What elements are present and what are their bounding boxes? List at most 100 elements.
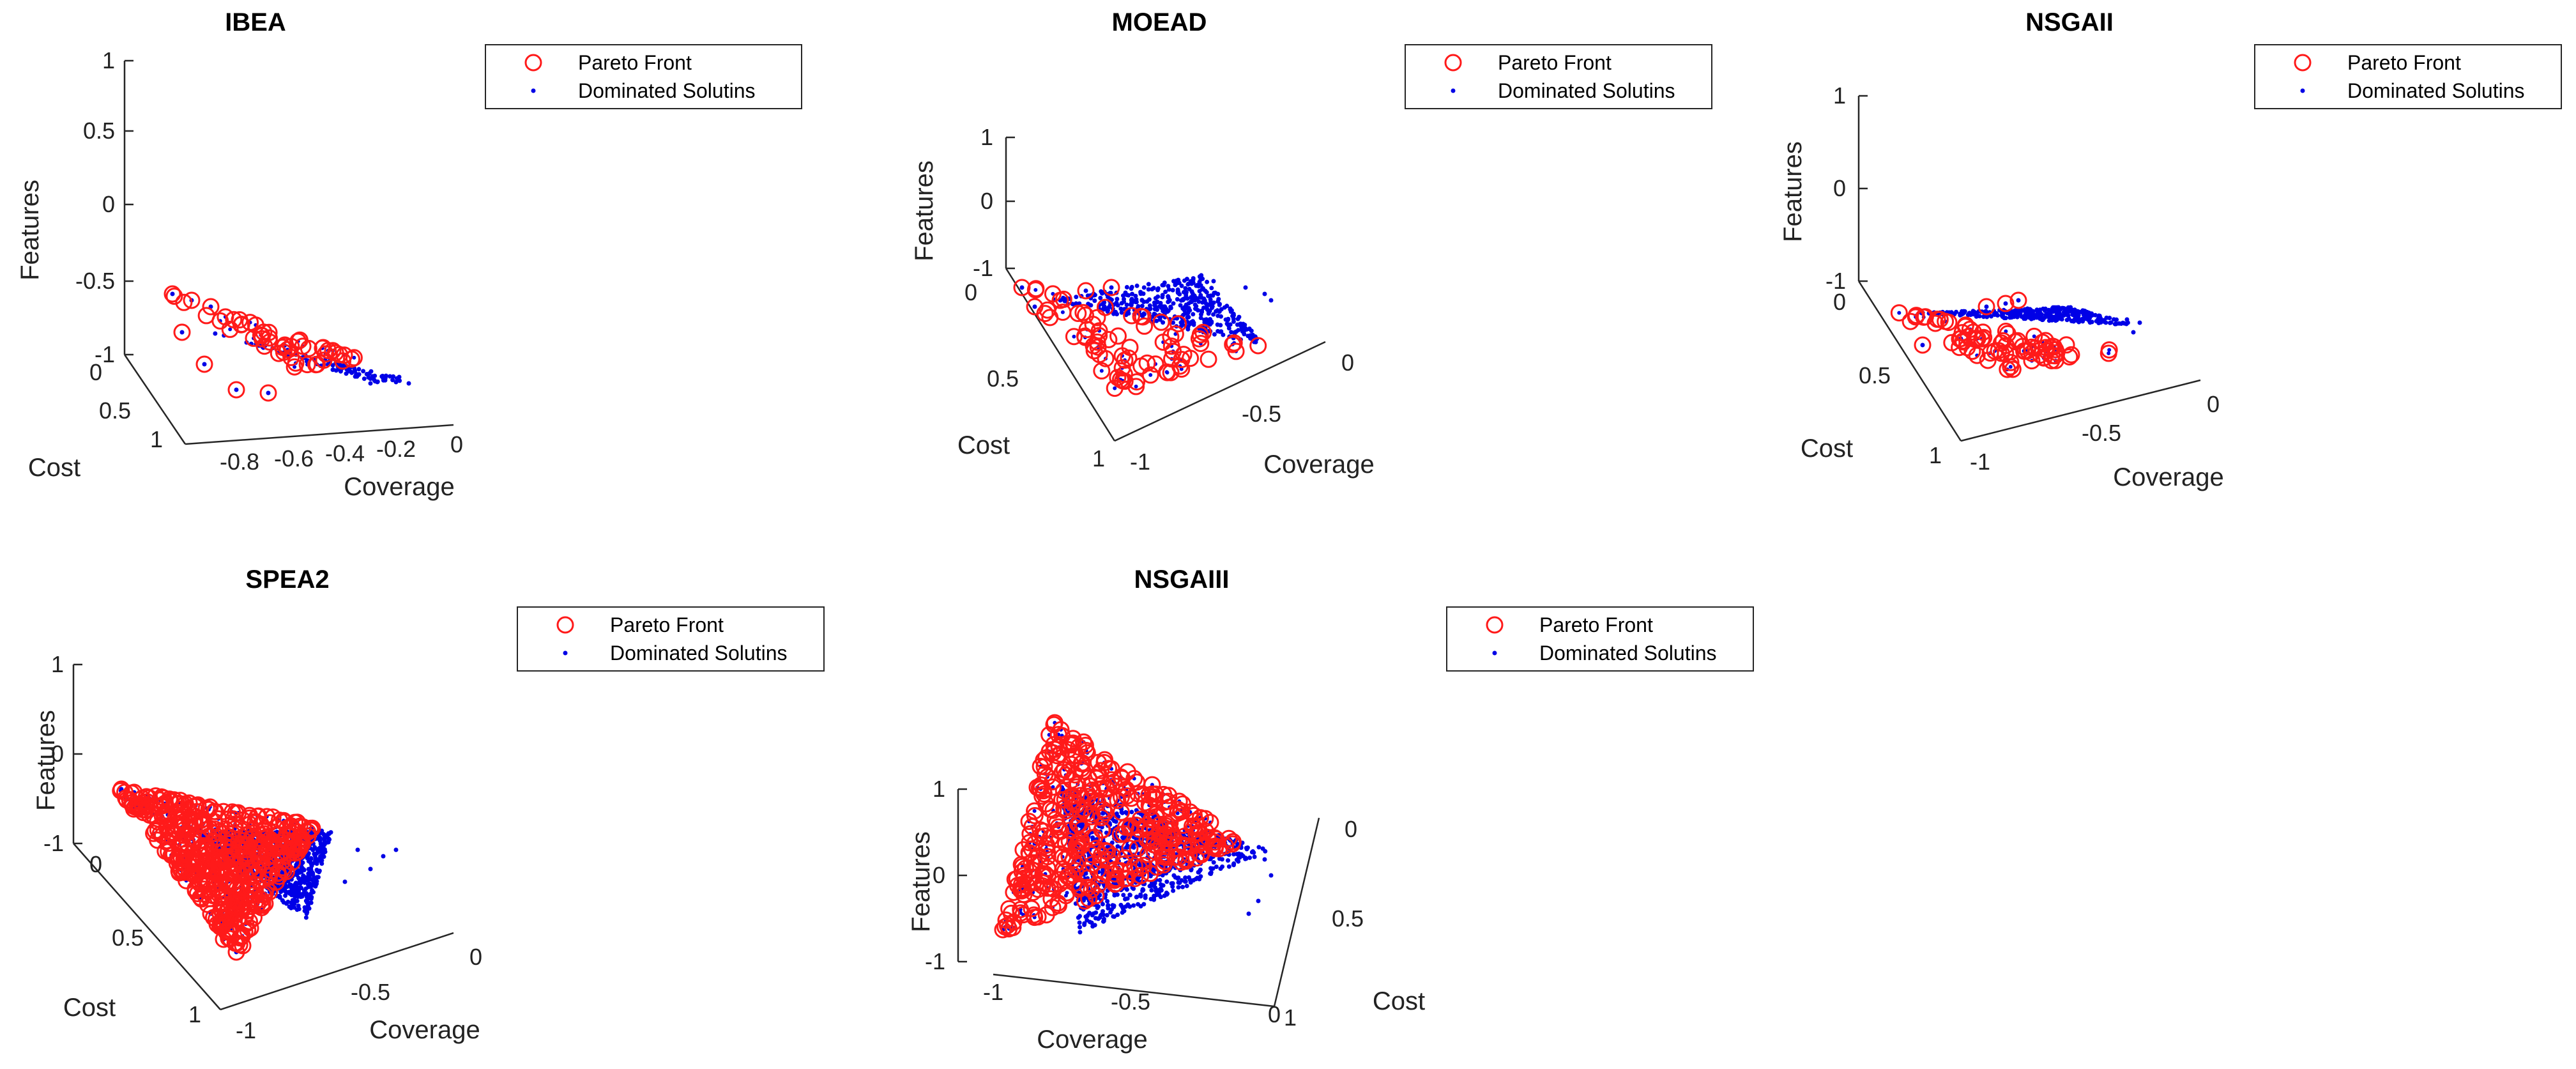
dominated-point bbox=[1149, 888, 1154, 893]
pareto-point bbox=[273, 852, 291, 870]
dominated-point bbox=[1241, 327, 1246, 332]
pareto-point bbox=[241, 919, 259, 937]
x-tick-label: -0.5 bbox=[1111, 988, 1150, 1015]
legend-pareto-label: Pareto Front bbox=[2347, 51, 2461, 74]
legend-dominated-label: Dominated Solutins bbox=[610, 642, 787, 665]
pareto-point bbox=[345, 349, 363, 367]
dominated-point bbox=[1120, 904, 1125, 909]
dominated-point bbox=[1244, 845, 1249, 850]
dominated-point bbox=[1175, 296, 1180, 302]
pareto-point bbox=[1046, 714, 1063, 732]
dominated-point bbox=[1184, 311, 1189, 316]
dominated-point bbox=[1082, 922, 1087, 927]
dominated-point bbox=[1970, 312, 1976, 317]
dominated-point bbox=[1101, 909, 1105, 914]
x-tick-label: -1 bbox=[1130, 449, 1150, 475]
pareto-point bbox=[1975, 328, 1993, 346]
z-axis-label: Features bbox=[32, 710, 60, 811]
pareto-point bbox=[1026, 834, 1044, 852]
pareto-point bbox=[177, 824, 195, 842]
dominated-point bbox=[1185, 327, 1191, 332]
dominated-point bbox=[1200, 308, 1205, 313]
z-tick-label: 1 bbox=[51, 651, 64, 677]
dominated-point bbox=[2027, 315, 2032, 320]
dominated-point bbox=[356, 367, 362, 372]
dominated-point bbox=[234, 387, 239, 392]
pareto-point bbox=[245, 329, 263, 347]
dominated-point bbox=[1198, 312, 1203, 317]
dominated-point bbox=[1115, 844, 1120, 849]
pareto-point bbox=[202, 905, 220, 923]
chart-title: SPEA2 bbox=[245, 565, 329, 594]
dominated-point bbox=[1229, 330, 1234, 335]
dominated-point bbox=[317, 838, 323, 843]
pareto-point bbox=[1994, 332, 2012, 350]
dominated-point bbox=[342, 879, 347, 884]
x-tick-label: 0 bbox=[2207, 391, 2220, 417]
pareto-point bbox=[1084, 856, 1102, 873]
dominated-point bbox=[1204, 290, 1209, 295]
pareto-point bbox=[1080, 890, 1098, 908]
dominated-point bbox=[1085, 913, 1090, 918]
dominated-point bbox=[316, 875, 321, 880]
dominated-point bbox=[1184, 306, 1189, 311]
dominated-point bbox=[1138, 892, 1143, 897]
pareto-point bbox=[1997, 337, 2015, 355]
pareto-point bbox=[315, 351, 333, 369]
dominated-point bbox=[2015, 314, 2020, 319]
dominated-point bbox=[1180, 306, 1185, 311]
dominated-point bbox=[1262, 291, 1267, 296]
dominated-point bbox=[287, 904, 292, 909]
dominated-point bbox=[1102, 916, 1106, 921]
dominated-point bbox=[2064, 310, 2068, 315]
dominated-point bbox=[2025, 307, 2031, 312]
dominated-point bbox=[1173, 282, 1178, 288]
dominated-point bbox=[2131, 330, 2136, 335]
y-axis-line bbox=[123, 354, 187, 445]
pareto-point bbox=[243, 876, 260, 894]
dominated-point bbox=[320, 853, 325, 858]
pareto-point bbox=[301, 819, 319, 837]
dominated-point bbox=[306, 875, 311, 881]
dominated-point bbox=[1171, 279, 1176, 284]
dominated-point bbox=[1226, 326, 1231, 331]
pareto-point bbox=[1999, 360, 2016, 378]
pareto-point bbox=[1182, 350, 1200, 367]
pareto-point bbox=[1890, 304, 1908, 322]
pareto-point bbox=[220, 827, 238, 845]
pareto-point bbox=[217, 308, 234, 326]
dominated-point bbox=[302, 909, 307, 913]
z-tick-label: 0 bbox=[102, 191, 115, 217]
dominated-point bbox=[1130, 291, 1134, 296]
dominated-point bbox=[1148, 884, 1152, 888]
dominated-point bbox=[2124, 317, 2130, 322]
dominated-point bbox=[1119, 810, 1124, 815]
dominated-point bbox=[1247, 855, 1253, 860]
pareto-point bbox=[174, 813, 192, 831]
dominated-point bbox=[1171, 873, 1177, 878]
dominated-point bbox=[1106, 308, 1110, 312]
dominated-point bbox=[1206, 309, 1211, 314]
dominated-point bbox=[1177, 881, 1182, 885]
dominated-point bbox=[2002, 316, 2007, 321]
pareto-point bbox=[187, 863, 204, 881]
dominated-point bbox=[1078, 914, 1082, 919]
pareto-point bbox=[201, 882, 218, 899]
pareto-point bbox=[1078, 785, 1096, 802]
pareto-point bbox=[1102, 279, 1120, 296]
dominated-point bbox=[1090, 835, 1095, 840]
pareto-point bbox=[1078, 742, 1095, 759]
y-tick-label: 0.5 bbox=[112, 925, 144, 951]
pareto-point bbox=[1155, 785, 1173, 803]
dominated-point bbox=[1235, 852, 1240, 857]
pareto-point bbox=[1979, 351, 1997, 369]
dominated-point bbox=[1098, 295, 1103, 300]
dominated-point bbox=[1211, 312, 1216, 317]
dominated-point bbox=[2049, 315, 2054, 320]
dominated-point bbox=[293, 365, 297, 369]
dominated-point bbox=[393, 847, 399, 852]
pareto-point bbox=[1173, 351, 1191, 369]
dominated-point bbox=[1243, 285, 1248, 290]
dominated-point bbox=[1141, 285, 1147, 290]
dominated-point bbox=[2004, 329, 2008, 334]
